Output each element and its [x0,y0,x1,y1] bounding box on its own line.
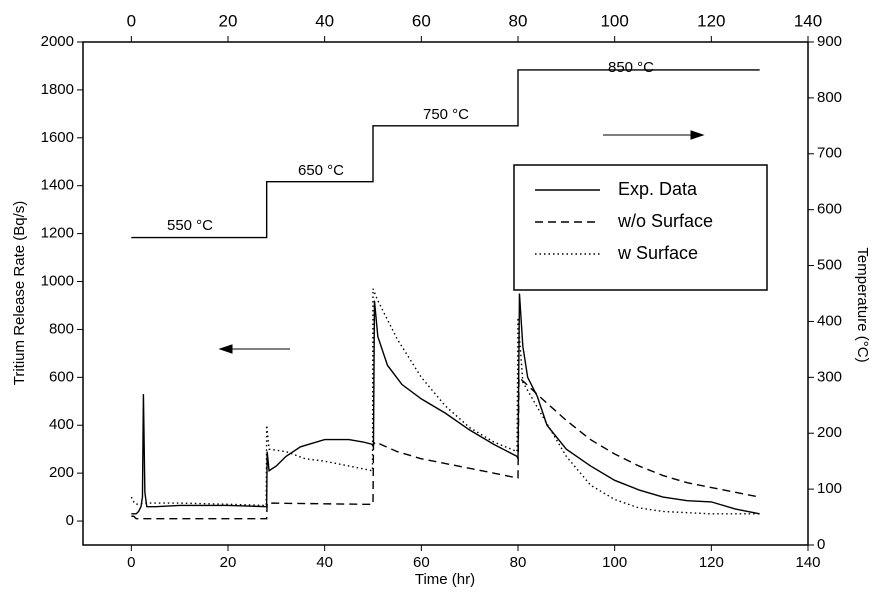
line [131,375,760,520]
y-tick-label: 800 [49,320,74,337]
y2-tick-label: 800 [817,89,842,106]
legend [513,164,768,291]
y2-tick-label: 100 [817,480,842,497]
y2-tick-label: 900 [817,33,842,50]
y2-tick-label: 300 [817,368,842,385]
y2-tick-label: 0 [817,536,825,553]
annotation: 750 °C [423,106,469,123]
x-axis-label: Time (hr) [415,571,475,588]
y-tick-label: 1200 [41,225,74,242]
y-tick-label: 1600 [41,129,74,146]
legend-label: Exp. Data [618,179,698,199]
arrow-right [603,130,705,140]
y2-tick-label: 200 [817,424,842,441]
y-tick-label: 200 [49,464,74,481]
x-top-tick-label: 120 [697,11,725,30]
y-tick-label: 1000 [41,272,74,289]
y-tick-label: 1400 [41,177,74,194]
line [131,69,760,239]
line [131,293,760,515]
legend-label: w/o Surface [617,211,713,231]
x-tick-label: 140 [795,554,820,571]
y-tick-label: 1800 [41,81,74,98]
x-top-tick-label: 60 [412,11,431,30]
x-tick-label: 40 [316,554,333,571]
y2-axis-label: Temperature (°C) [854,247,871,362]
y-axis-label: Tritium Release Rate (Bq/s) [11,201,28,386]
y2-tick-label: 500 [817,257,842,274]
annotation: 550 °C [167,217,213,234]
legend-label: w Surface [617,243,698,263]
line [130,288,760,515]
y-tick-label: 600 [49,368,74,385]
y-tick-label: 2000 [41,33,74,50]
y2-tick-label: 700 [817,145,842,162]
y-tick-label: 400 [49,416,74,433]
x-tick-label: 20 [220,554,237,571]
x-top-tick-label: 20 [219,11,238,30]
x-tick-label: 120 [699,554,724,571]
x-tick-label: 60 [413,554,430,571]
annotation: 650 °C [298,162,344,179]
annotation: 850 °C [608,59,654,76]
y2-tick-label: 400 [817,312,842,329]
x-top-tick-label: 140 [794,11,822,30]
x-top-tick-label: 0 [127,11,136,30]
x-tick-label: 100 [602,554,627,571]
x-tick-label: 80 [510,554,527,571]
x-top-tick-label: 80 [509,11,528,30]
arrow-left [218,344,290,354]
y-tick-label: 0 [66,512,74,529]
plot-frame [82,41,809,546]
x-top-tick-label: 40 [315,11,334,30]
y2-tick-label: 600 [817,201,842,218]
x-top-tick-label: 100 [600,11,628,30]
x-tick-label: 0 [127,554,135,571]
